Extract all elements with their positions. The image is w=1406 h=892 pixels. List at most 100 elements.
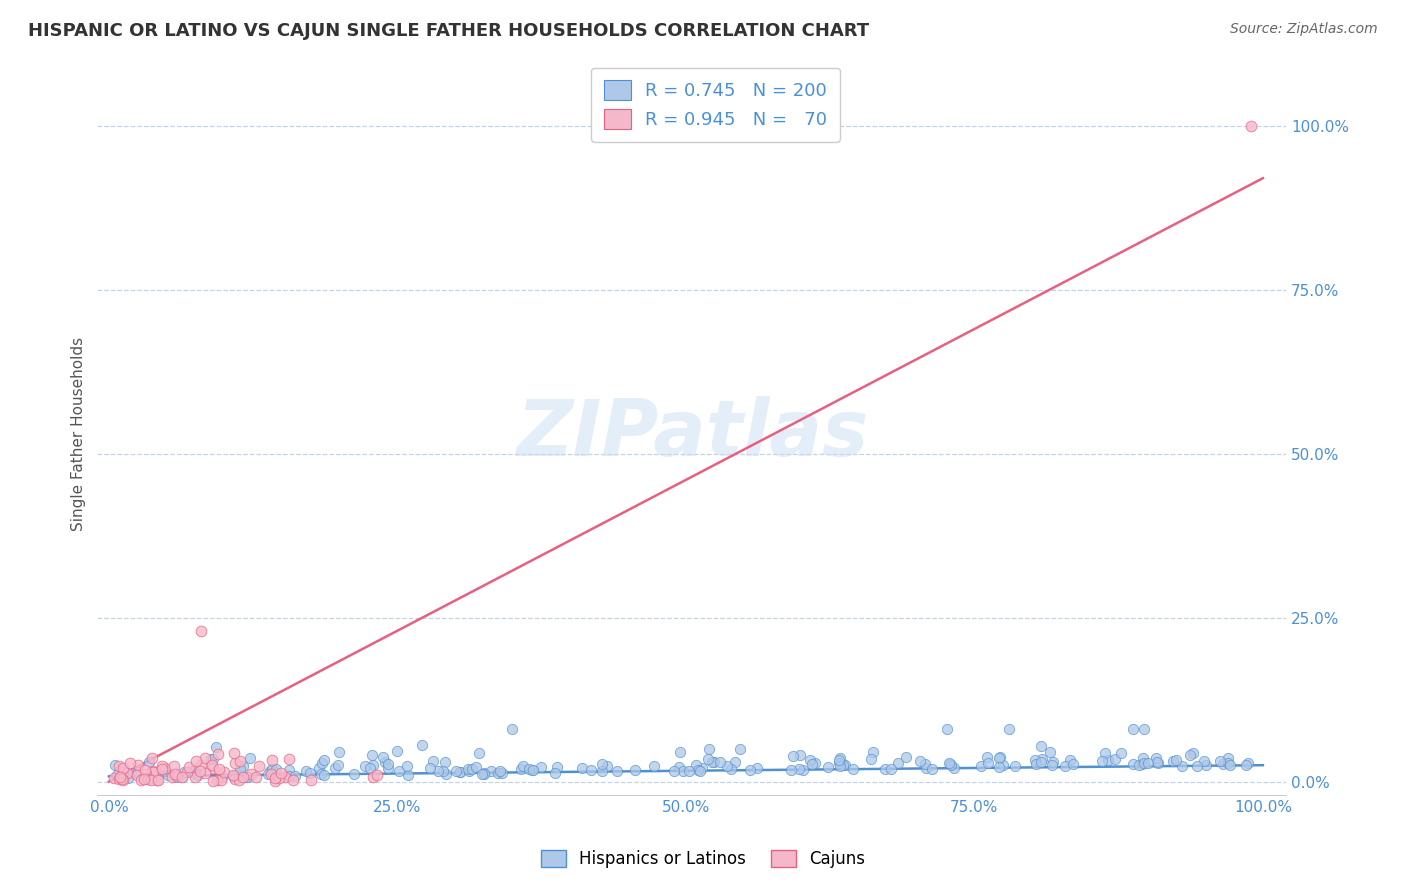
Point xyxy=(887,756,910,770)
Point xyxy=(1094,746,1116,760)
Point xyxy=(998,722,1021,736)
Point xyxy=(361,747,384,762)
Point xyxy=(141,751,163,765)
Point xyxy=(127,758,149,772)
Point xyxy=(1091,754,1114,768)
Point xyxy=(472,766,495,780)
Point xyxy=(323,761,346,775)
Point xyxy=(184,770,207,784)
Point xyxy=(1059,754,1081,768)
Point xyxy=(359,761,381,775)
Point xyxy=(388,764,411,778)
Point xyxy=(247,759,270,773)
Point xyxy=(107,772,129,786)
Point xyxy=(419,761,441,775)
Point xyxy=(264,763,287,777)
Point xyxy=(1240,119,1263,133)
Point xyxy=(993,758,1015,772)
Point xyxy=(782,748,804,763)
Point xyxy=(970,759,993,773)
Point xyxy=(395,759,418,773)
Point xyxy=(205,739,228,754)
Point xyxy=(366,768,388,782)
Point xyxy=(862,745,884,759)
Point xyxy=(112,773,135,788)
Point xyxy=(177,760,200,774)
Point xyxy=(132,772,155,786)
Point xyxy=(1004,759,1026,773)
Point xyxy=(104,758,127,772)
Point xyxy=(103,771,125,785)
Point xyxy=(745,761,768,775)
Point xyxy=(724,756,747,770)
Point xyxy=(828,751,851,765)
Point xyxy=(1133,722,1156,736)
Point xyxy=(938,756,960,771)
Point xyxy=(935,722,957,736)
Point xyxy=(1128,758,1150,772)
Point xyxy=(371,749,394,764)
Point xyxy=(1212,757,1234,772)
Point xyxy=(697,742,720,756)
Point xyxy=(278,763,301,777)
Legend: Hispanics or Latinos, Cajuns: Hispanics or Latinos, Cajuns xyxy=(534,843,872,875)
Point xyxy=(517,762,540,776)
Point xyxy=(842,763,865,777)
Point xyxy=(229,762,252,776)
Point xyxy=(571,761,593,775)
Point xyxy=(449,765,471,780)
Point xyxy=(170,770,193,784)
Point xyxy=(207,747,229,761)
Point xyxy=(157,767,180,781)
Point xyxy=(801,756,824,771)
Point xyxy=(343,767,366,781)
Point xyxy=(1219,757,1241,772)
Point xyxy=(309,767,332,781)
Point xyxy=(229,754,252,768)
Point xyxy=(834,757,856,772)
Point xyxy=(988,750,1011,764)
Point xyxy=(544,766,567,780)
Point xyxy=(165,770,187,784)
Point xyxy=(546,760,568,774)
Point xyxy=(361,758,384,772)
Point xyxy=(678,764,700,779)
Point xyxy=(385,743,408,757)
Point xyxy=(125,768,148,782)
Point xyxy=(789,748,811,763)
Point xyxy=(284,769,307,783)
Point xyxy=(146,772,169,787)
Point xyxy=(501,722,523,736)
Point xyxy=(703,756,725,770)
Point xyxy=(522,764,544,778)
Point xyxy=(105,767,128,781)
Point xyxy=(260,752,283,766)
Point xyxy=(264,771,287,785)
Point xyxy=(200,752,222,766)
Point xyxy=(828,753,851,767)
Point xyxy=(509,762,531,776)
Point xyxy=(1144,751,1167,765)
Point xyxy=(212,764,235,779)
Point xyxy=(141,773,163,788)
Point xyxy=(121,765,143,780)
Point xyxy=(281,773,304,788)
Point xyxy=(240,767,263,781)
Point xyxy=(1097,753,1119,767)
Point xyxy=(1178,747,1201,762)
Point xyxy=(530,759,553,773)
Point xyxy=(512,758,534,772)
Point xyxy=(457,762,479,776)
Point xyxy=(190,624,212,638)
Point xyxy=(817,760,839,774)
Point xyxy=(245,771,267,785)
Point xyxy=(127,764,149,779)
Point xyxy=(804,756,827,771)
Point xyxy=(202,751,225,765)
Point xyxy=(166,769,188,783)
Point xyxy=(187,768,209,782)
Point xyxy=(1122,722,1144,736)
Point xyxy=(977,756,1000,770)
Point xyxy=(314,767,336,781)
Point xyxy=(662,764,685,778)
